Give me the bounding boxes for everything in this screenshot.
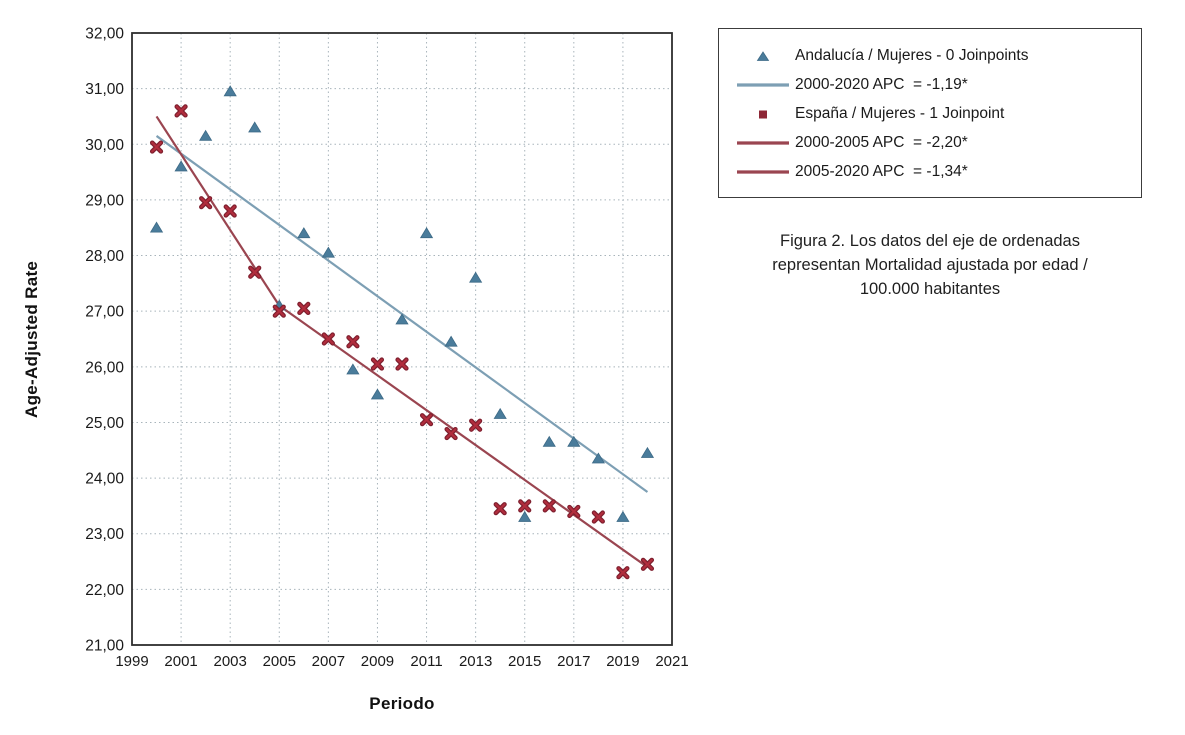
- data-point-core: [372, 358, 383, 370]
- trend-line-2: [278, 304, 649, 569]
- data-point: [640, 446, 655, 458]
- legend-item-label: 2005-2020 APC = -1,34*: [795, 162, 968, 180]
- svg-text:2001: 2001: [164, 653, 197, 670]
- data-point: [297, 227, 311, 239]
- plot-border: [131, 32, 673, 646]
- data-point: [199, 129, 213, 141]
- svg-text:25,00: 25,00: [85, 415, 124, 432]
- svg-text:2017: 2017: [557, 653, 590, 670]
- data-point: [149, 221, 164, 233]
- svg-text:2021: 2021: [655, 653, 688, 670]
- data-point-core: [543, 500, 555, 512]
- data-point-core: [642, 558, 653, 570]
- data-point: [346, 363, 360, 375]
- data-point: [591, 452, 605, 464]
- data-point-core: [568, 506, 580, 517]
- series-points-0: [149, 85, 655, 522]
- svg-text:24,00: 24,00: [85, 471, 124, 488]
- legend-item-0: Andalucía / Mujeres - 0 Joinpoints: [731, 41, 1141, 70]
- data-point: [567, 435, 581, 447]
- legend-item-4: 2005-2020 APC = -1,34*: [731, 157, 1141, 186]
- legend-item-2: España / Mujeres - 1 Joinpoint: [731, 99, 1141, 128]
- svg-text:23,00: 23,00: [85, 526, 124, 543]
- legend-marker-icon: [731, 107, 795, 121]
- data-point: [174, 160, 188, 172]
- data-point-core: [445, 428, 457, 439]
- data-point: [616, 510, 630, 522]
- x-axis-title: Periodo: [369, 694, 435, 713]
- svg-text:2003: 2003: [213, 653, 246, 670]
- grid-lines: [132, 33, 673, 645]
- svg-text:30,00: 30,00: [85, 137, 124, 154]
- svg-text:2013: 2013: [459, 653, 492, 670]
- legend-item-label: Andalucía / Mujeres - 0 Joinpoints: [795, 46, 1029, 64]
- svg-text:2019: 2019: [606, 653, 639, 670]
- legend-line-swatch: [731, 165, 795, 179]
- data-point: [542, 435, 556, 447]
- y-axis-tick-labels: 32,00 31,00 30,00 29,00 28,00 27,00 26,00 25,00…: [85, 26, 124, 655]
- legend-item-label: 2000-2005 APC = -2,20*: [795, 133, 968, 151]
- data-point-core: [200, 197, 212, 209]
- svg-text:31,00: 31,00: [85, 81, 124, 98]
- svg-text:2005: 2005: [263, 653, 296, 670]
- svg-text:2011: 2011: [410, 653, 442, 670]
- svg-text:29,00: 29,00: [85, 192, 124, 209]
- x-axis-tick-labels: 1999 2001 2003 2005 2007 2009 2011 2013 2015 2017…: [115, 653, 688, 670]
- legend-item-3: 2000-2005 APC = -2,20*: [731, 128, 1141, 157]
- data-point: [518, 510, 532, 522]
- data-point-core: [151, 141, 162, 153]
- data-point-core: [494, 503, 506, 515]
- svg-text:21,00: 21,00: [85, 638, 124, 655]
- legend-marker-icon: [731, 49, 795, 63]
- svg-text:1999: 1999: [115, 653, 148, 670]
- data-point-core: [347, 336, 359, 348]
- legend-line-swatch: [731, 136, 795, 150]
- svg-text:32,00: 32,00: [85, 26, 124, 43]
- svg-text:26,00: 26,00: [85, 359, 124, 376]
- data-point-core: [175, 105, 187, 117]
- series-points-1: [149, 104, 655, 580]
- data-point-core: [396, 358, 408, 370]
- data-point-core: [592, 511, 604, 523]
- svg-text:2007: 2007: [312, 653, 345, 670]
- data-point-core: [224, 205, 236, 217]
- data-point-core: [322, 333, 334, 345]
- figure-caption: Figura 2. Los datos del eje de ordenadas…: [772, 232, 1088, 298]
- data-point: [395, 313, 409, 325]
- data-point: [370, 388, 385, 400]
- data-point-core: [519, 500, 531, 512]
- data-point-core: [421, 414, 432, 426]
- data-point: [419, 227, 434, 239]
- data-point: [321, 246, 335, 258]
- svg-text:22,00: 22,00: [85, 582, 124, 599]
- legend: Andalucía / Mujeres - 0 Joinpoints 2000-2…: [718, 28, 1142, 198]
- y-axis-title: Age-Adjusted Rate: [22, 260, 41, 418]
- data-point: [469, 271, 483, 283]
- svg-text:2009: 2009: [361, 653, 394, 670]
- data-point-core: [298, 303, 310, 314]
- data-point-core: [470, 419, 482, 431]
- legend-item-1: 2000-2020 APC = -1,19*: [731, 70, 1141, 99]
- data-point-core: [617, 567, 629, 579]
- joinpoint-chart: 32,00 31,00 30,00 29,00 28,00 27,00 26,00 25,00…: [85, 26, 688, 671]
- legend-line-swatch: [731, 78, 795, 92]
- legend-item-label: España / Mujeres - 1 Joinpoint: [795, 104, 1005, 122]
- data-point-core: [273, 305, 285, 317]
- data-point-core: [249, 266, 261, 278]
- svg-text:27,00: 27,00: [85, 304, 124, 321]
- data-point: [444, 335, 458, 347]
- data-point: [493, 407, 507, 419]
- data-point: [223, 85, 237, 97]
- data-point: [248, 121, 262, 133]
- legend-item-label: 2000-2020 APC = -1,19*: [795, 75, 968, 93]
- svg-text:28,00: 28,00: [85, 248, 124, 265]
- svg-text:2015: 2015: [508, 653, 541, 670]
